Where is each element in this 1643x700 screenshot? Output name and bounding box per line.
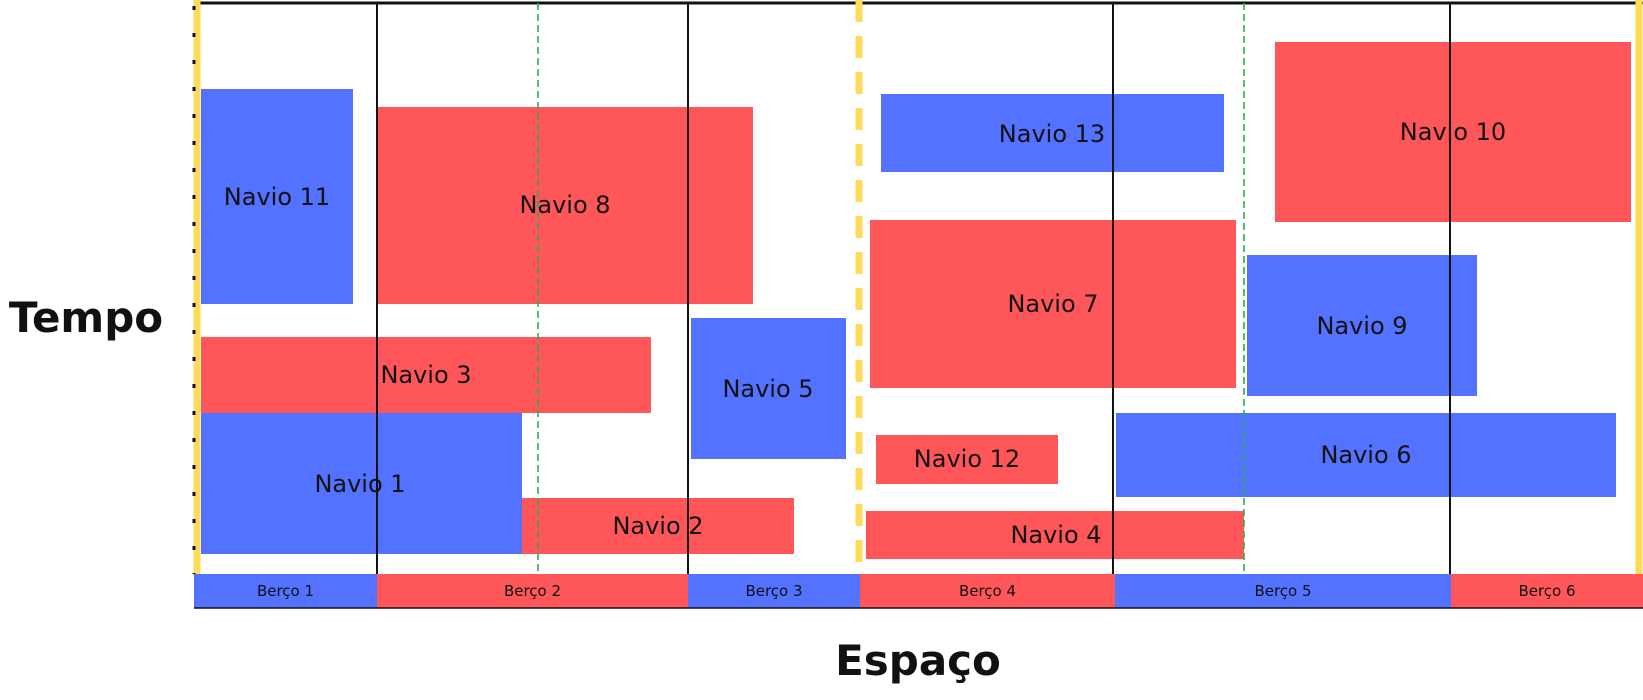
berth-label: Berço 4 xyxy=(959,582,1016,600)
ship-block xyxy=(1275,42,1631,222)
ship-label: Navio 12 xyxy=(914,445,1020,473)
ships-layer xyxy=(201,42,1631,559)
berth-label: Berço 1 xyxy=(257,582,314,600)
ship-block xyxy=(876,435,1058,484)
berth-cell xyxy=(688,574,860,608)
ship-label: Navio 7 xyxy=(1007,290,1098,318)
ship-block xyxy=(1116,413,1616,497)
berth-cell xyxy=(1451,574,1643,608)
ship-labels: Navio 1 Navio 2 Navio 3 Navio 4 Navio 5 Navio… xyxy=(224,118,1506,549)
ship-label: Navio 13 xyxy=(999,120,1105,148)
ship-block xyxy=(201,89,353,304)
berth-label: Berço 3 xyxy=(745,582,802,600)
ship-block xyxy=(201,413,522,554)
ship-label: Navio 6 xyxy=(1320,441,1411,469)
berth-cell xyxy=(194,574,377,608)
divider-lines xyxy=(192,0,1643,608)
ship-label: Navio 10 xyxy=(1400,118,1506,146)
berth-label: Berço 2 xyxy=(504,582,561,600)
berth-label: Berço 6 xyxy=(1518,582,1575,600)
ship-block xyxy=(201,337,651,413)
ship-block xyxy=(870,220,1236,388)
ship-label: Navio 9 xyxy=(1316,312,1407,340)
x-axis-title: Espaço xyxy=(835,636,1001,685)
ship-label: Navio 2 xyxy=(612,512,703,540)
ship-label: Navio 1 xyxy=(314,470,405,498)
berth-cell xyxy=(377,574,688,608)
ship-block xyxy=(691,318,846,459)
berth-cell xyxy=(1115,574,1451,608)
ship-label: Navio 3 xyxy=(380,361,471,389)
berth-label: Berço 5 xyxy=(1254,582,1311,600)
ship-label: Navio 11 xyxy=(224,183,330,211)
ship-block xyxy=(881,94,1224,172)
ship-label: Navio 4 xyxy=(1010,521,1101,549)
y-axis-title: Tempo xyxy=(9,293,163,342)
berth-cell xyxy=(860,574,1115,608)
berth-bar: Berço 1 Berço 2 Berço 3 Berço 4 Berço 5 Berço… xyxy=(194,574,1643,609)
ship-label: Navio 5 xyxy=(722,375,813,403)
ship-block xyxy=(378,107,753,304)
ship-block xyxy=(1247,255,1477,396)
ship-block xyxy=(522,498,794,554)
ship-label: Navio 8 xyxy=(519,191,610,219)
ship-block xyxy=(866,511,1244,559)
